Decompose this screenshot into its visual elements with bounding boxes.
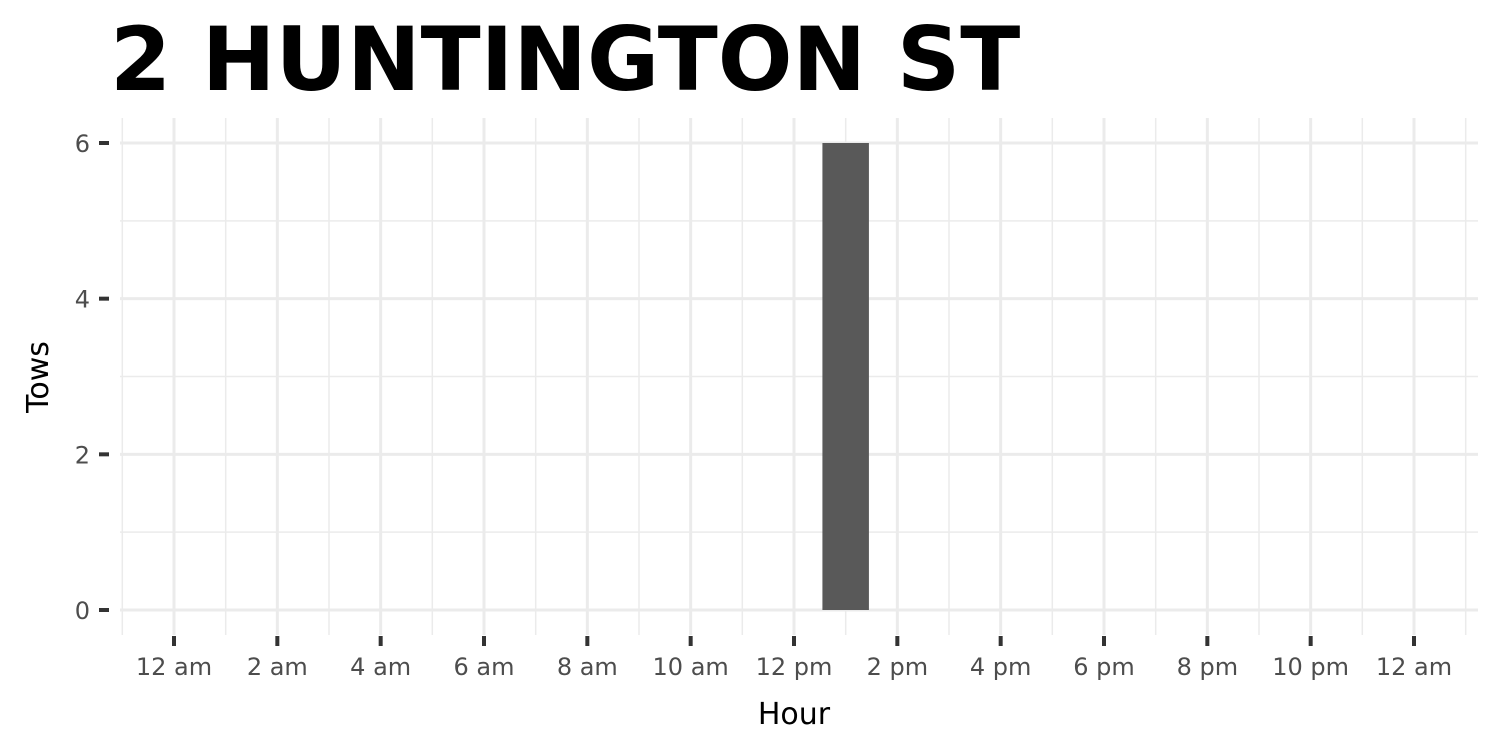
x-tick-label: 12 am — [1376, 653, 1452, 681]
bars — [822, 143, 869, 610]
y-tick-label: 6 — [75, 130, 90, 158]
x-tick-label: 10 pm — [1272, 653, 1349, 681]
x-tick-label: 10 am — [653, 653, 729, 681]
x-tick-label: 8 pm — [1177, 653, 1239, 681]
bar-hour-13 — [822, 143, 869, 610]
x-axis-title: Hour — [758, 697, 831, 732]
x-tick-label: 6 pm — [1073, 653, 1135, 681]
y-tick-label: 2 — [75, 441, 90, 469]
x-tick-label: 8 am — [557, 653, 618, 681]
x-tick-label: 2 am — [247, 653, 308, 681]
x-tick-label: 6 am — [454, 653, 515, 681]
grid-lines — [120, 118, 1478, 635]
x-tick-label: 4 am — [350, 653, 411, 681]
x-tick-label: 12 am — [136, 653, 212, 681]
y-axis-title: Tows — [21, 341, 56, 414]
y-axis: 0 2 4 6 — [75, 130, 109, 625]
x-tick-label: 12 pm — [756, 653, 833, 681]
x-axis: 12 am 2 am 4 am 6 am 8 am 10 am 12 pm 2 pm 4 pm 6… — [136, 636, 1452, 681]
x-tick-label: 2 pm — [867, 653, 929, 681]
chart-title: 2 HUNTINGTON ST — [110, 8, 1020, 111]
y-tick-label: 4 — [75, 286, 90, 314]
y-tick-label: 0 — [75, 597, 90, 625]
x-tick-label: 4 pm — [970, 653, 1032, 681]
